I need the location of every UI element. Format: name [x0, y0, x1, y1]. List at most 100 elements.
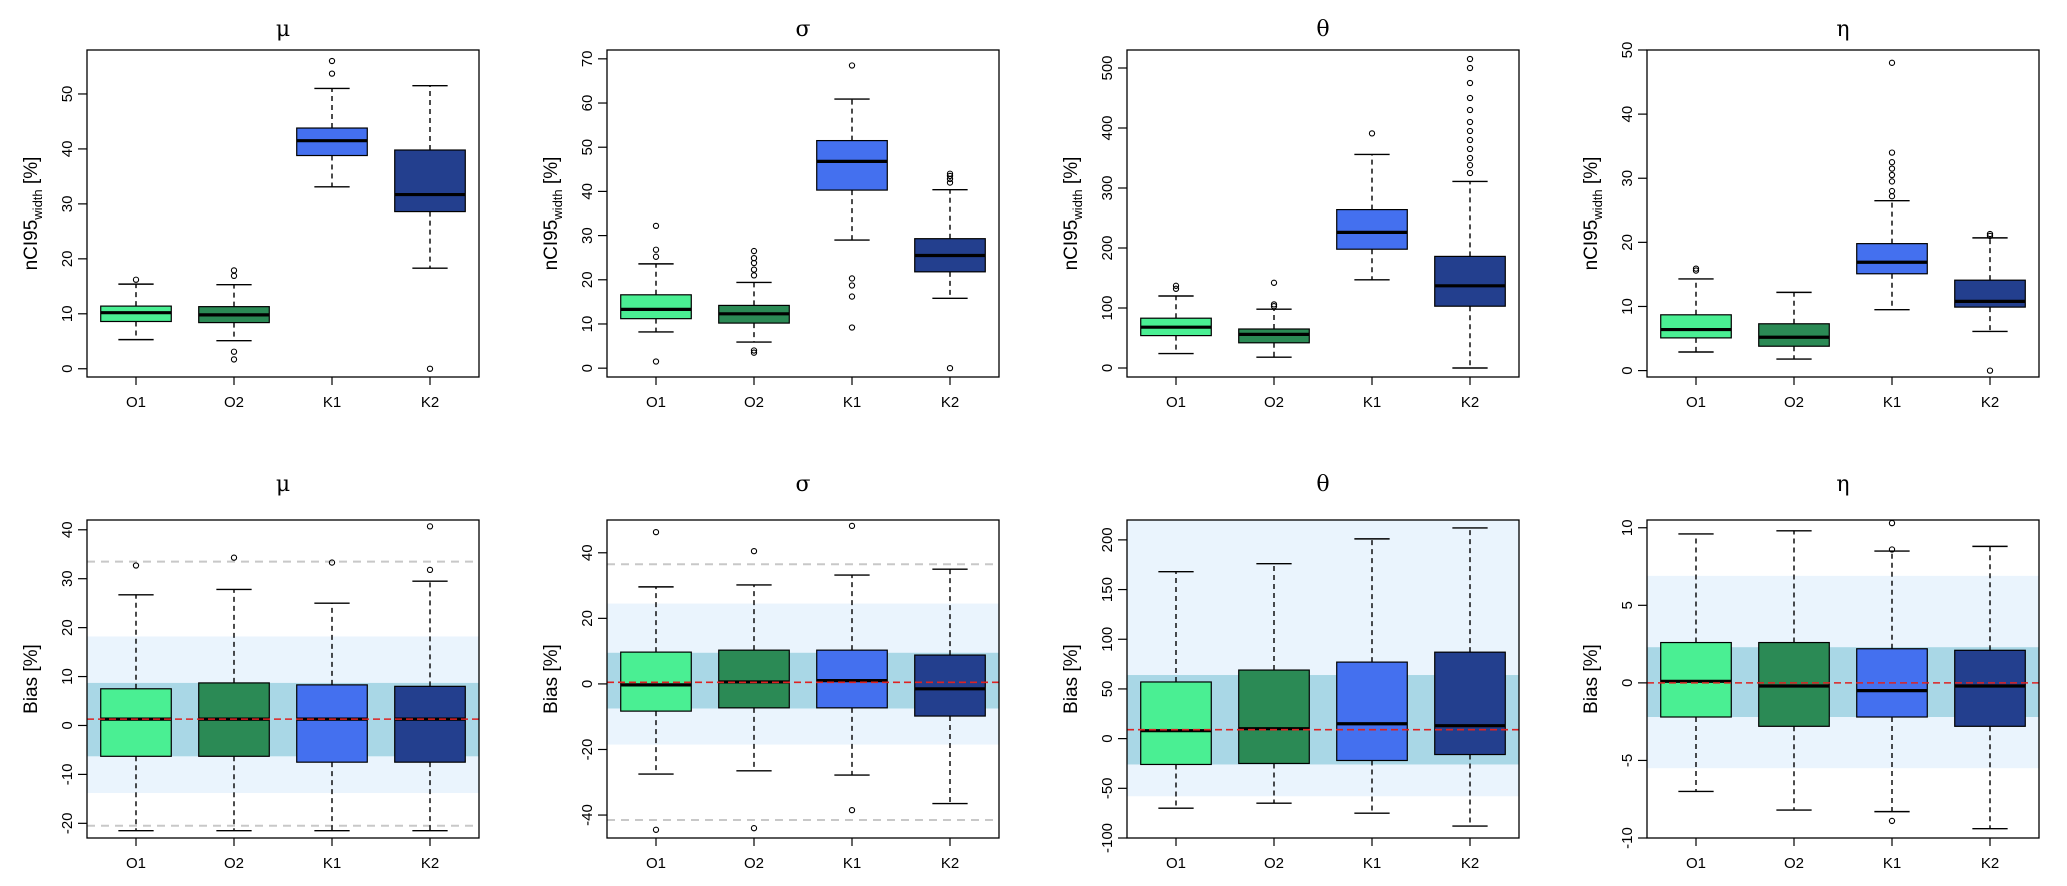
y-tick-label: -5: [1619, 754, 1636, 767]
outlier-point: [1986, 232, 1994, 240]
panel-bias-theta: -100 -50 0 50 100 150 200 O1 O2 K1 K2 θ Bias [%]: [1061, 472, 1520, 872]
y-tick-label: 300: [1099, 175, 1116, 200]
y-tick-label: 5: [1619, 601, 1636, 609]
box-iqr: [1336, 209, 1408, 250]
y-axis-label: nCI95width [%]: [1581, 157, 1605, 271]
outlier-point: [1888, 519, 1896, 527]
outlier-point: [750, 825, 758, 832]
box-K1: [1336, 538, 1408, 814]
x-tick-label: K1: [323, 855, 341, 872]
outlier-point: [1466, 162, 1474, 169]
y-tick-label: 500: [1099, 55, 1116, 80]
x-tick-label: K2: [421, 394, 439, 411]
outlier-point: [848, 275, 856, 282]
box-O1: [1140, 570, 1212, 809]
box-iqr: [100, 688, 172, 757]
outlier-point: [230, 348, 238, 355]
box-iqr: [816, 649, 888, 709]
y-tick-label: 200: [1099, 235, 1116, 260]
panel-bias-sigma: -40 -20 0 20 40 O1 O2 K1 K2 σ Bias [%]: [541, 472, 1000, 872]
x-tick-label: K2: [941, 855, 959, 872]
y-tick-label: -20: [579, 739, 596, 761]
panel-width-eta: 0 10 20 30 40 50 O1 O2 K1 K2 η nCI95width [%]: [1581, 17, 2040, 411]
x-tick-label: K1: [1363, 394, 1381, 411]
box-iqr: [816, 139, 888, 191]
x-tick-label: O2: [744, 394, 764, 411]
outlier-point: [750, 247, 758, 255]
box-K2: [1954, 230, 2026, 374]
box-O1: [620, 222, 692, 365]
y-tick-label: 0: [579, 364, 596, 372]
box-iqr: [1954, 649, 2026, 727]
y-tick-label: 10: [1619, 519, 1636, 536]
x-tick-label: K1: [1883, 394, 1901, 411]
x-tick-label: O2: [224, 855, 244, 872]
outlier-point: [1466, 169, 1474, 177]
outlier-point: [652, 358, 660, 365]
x-tick-label: O2: [744, 855, 764, 872]
outlier-point: [750, 272, 758, 279]
outlier-point: [848, 324, 856, 331]
box-iqr: [914, 654, 986, 717]
box-O2: [1758, 530, 1830, 811]
x-tick-label: O1: [126, 855, 146, 872]
plot-frame: [86, 519, 480, 839]
y-tick-label: 0: [59, 365, 76, 373]
x-tick-label: O2: [1784, 855, 1804, 872]
box-K1: [816, 62, 888, 331]
outlier-point: [1888, 187, 1896, 195]
outlier-point: [946, 172, 954, 180]
y-tick-label: 60: [579, 95, 596, 112]
y-tick-label: 40: [1619, 106, 1636, 123]
outlier-point: [1466, 127, 1474, 135]
x-tick-label: K2: [1461, 855, 1479, 872]
y-tick-label: 40: [59, 141, 76, 158]
x-tick-label: O1: [1166, 855, 1186, 872]
box-iqr: [1434, 255, 1506, 307]
box-iqr: [1856, 243, 1928, 275]
y-axis-label: Bias [%]: [1061, 644, 1082, 714]
outlier-point: [426, 523, 434, 530]
outlier-point: [946, 365, 954, 372]
y-tick-label: -100: [1099, 823, 1116, 853]
outlier-point: [750, 547, 758, 555]
panel-width-mu: 0 10 20 30 40 50 O1 O2 K1 K2 μ nCI95width [%]: [21, 17, 480, 411]
x-tick-label: K2: [1461, 394, 1479, 411]
x-tick-label: K1: [843, 855, 861, 872]
panel-title: μ: [276, 17, 290, 42]
panel-width-sigma: 0 10 20 30 40 50 60 70 O1 O2 K1 K2 σ nCI95width [%]: [541, 17, 1000, 411]
panel-bias-mu: -20 -10 0 10 20 30 40 O1 O2 K1 K2 μ Bias [%]: [21, 472, 480, 872]
y-tick-label: 50: [1099, 681, 1116, 698]
plot-frame: [1126, 519, 1520, 839]
x-tick-label: O2: [1784, 394, 1804, 411]
x-tick-label: K2: [1981, 855, 1999, 872]
y-tick-label: 0: [1619, 366, 1636, 374]
plot-frame: [606, 49, 1000, 378]
box-K1: [816, 522, 888, 814]
outlier-point: [750, 254, 758, 262]
outlier-point: [1888, 159, 1896, 166]
outlier-point: [1466, 136, 1474, 144]
y-tick-label: 50: [1619, 42, 1636, 59]
outlier-point: [848, 806, 856, 814]
outlier-point: [1692, 267, 1700, 274]
outlier-point: [750, 349, 758, 356]
box-iqr: [394, 149, 466, 213]
outlier-point: [1888, 193, 1896, 200]
plot-frame: [606, 519, 1000, 839]
outlier-point: [652, 826, 660, 833]
box-iqr: [1434, 651, 1506, 756]
box-K2: [394, 85, 466, 372]
y-tick-label: 40: [59, 521, 76, 538]
outlier-point: [1172, 285, 1180, 292]
box-K2: [1434, 527, 1506, 827]
box-O1: [100, 276, 172, 341]
panel-width-theta: 0 100 200 300 400 500 O1 O2 K1 K2 θ nCI95width [%]: [1061, 17, 1520, 411]
y-tick-label: 50: [579, 139, 596, 156]
y-tick-label: -50: [1099, 777, 1116, 799]
y-tick-label: 200: [1099, 527, 1116, 552]
y-tick-label: -10: [59, 764, 76, 786]
box-K2: [1954, 545, 2026, 830]
outlier-point: [1888, 178, 1896, 185]
outlier-point: [1888, 546, 1896, 553]
